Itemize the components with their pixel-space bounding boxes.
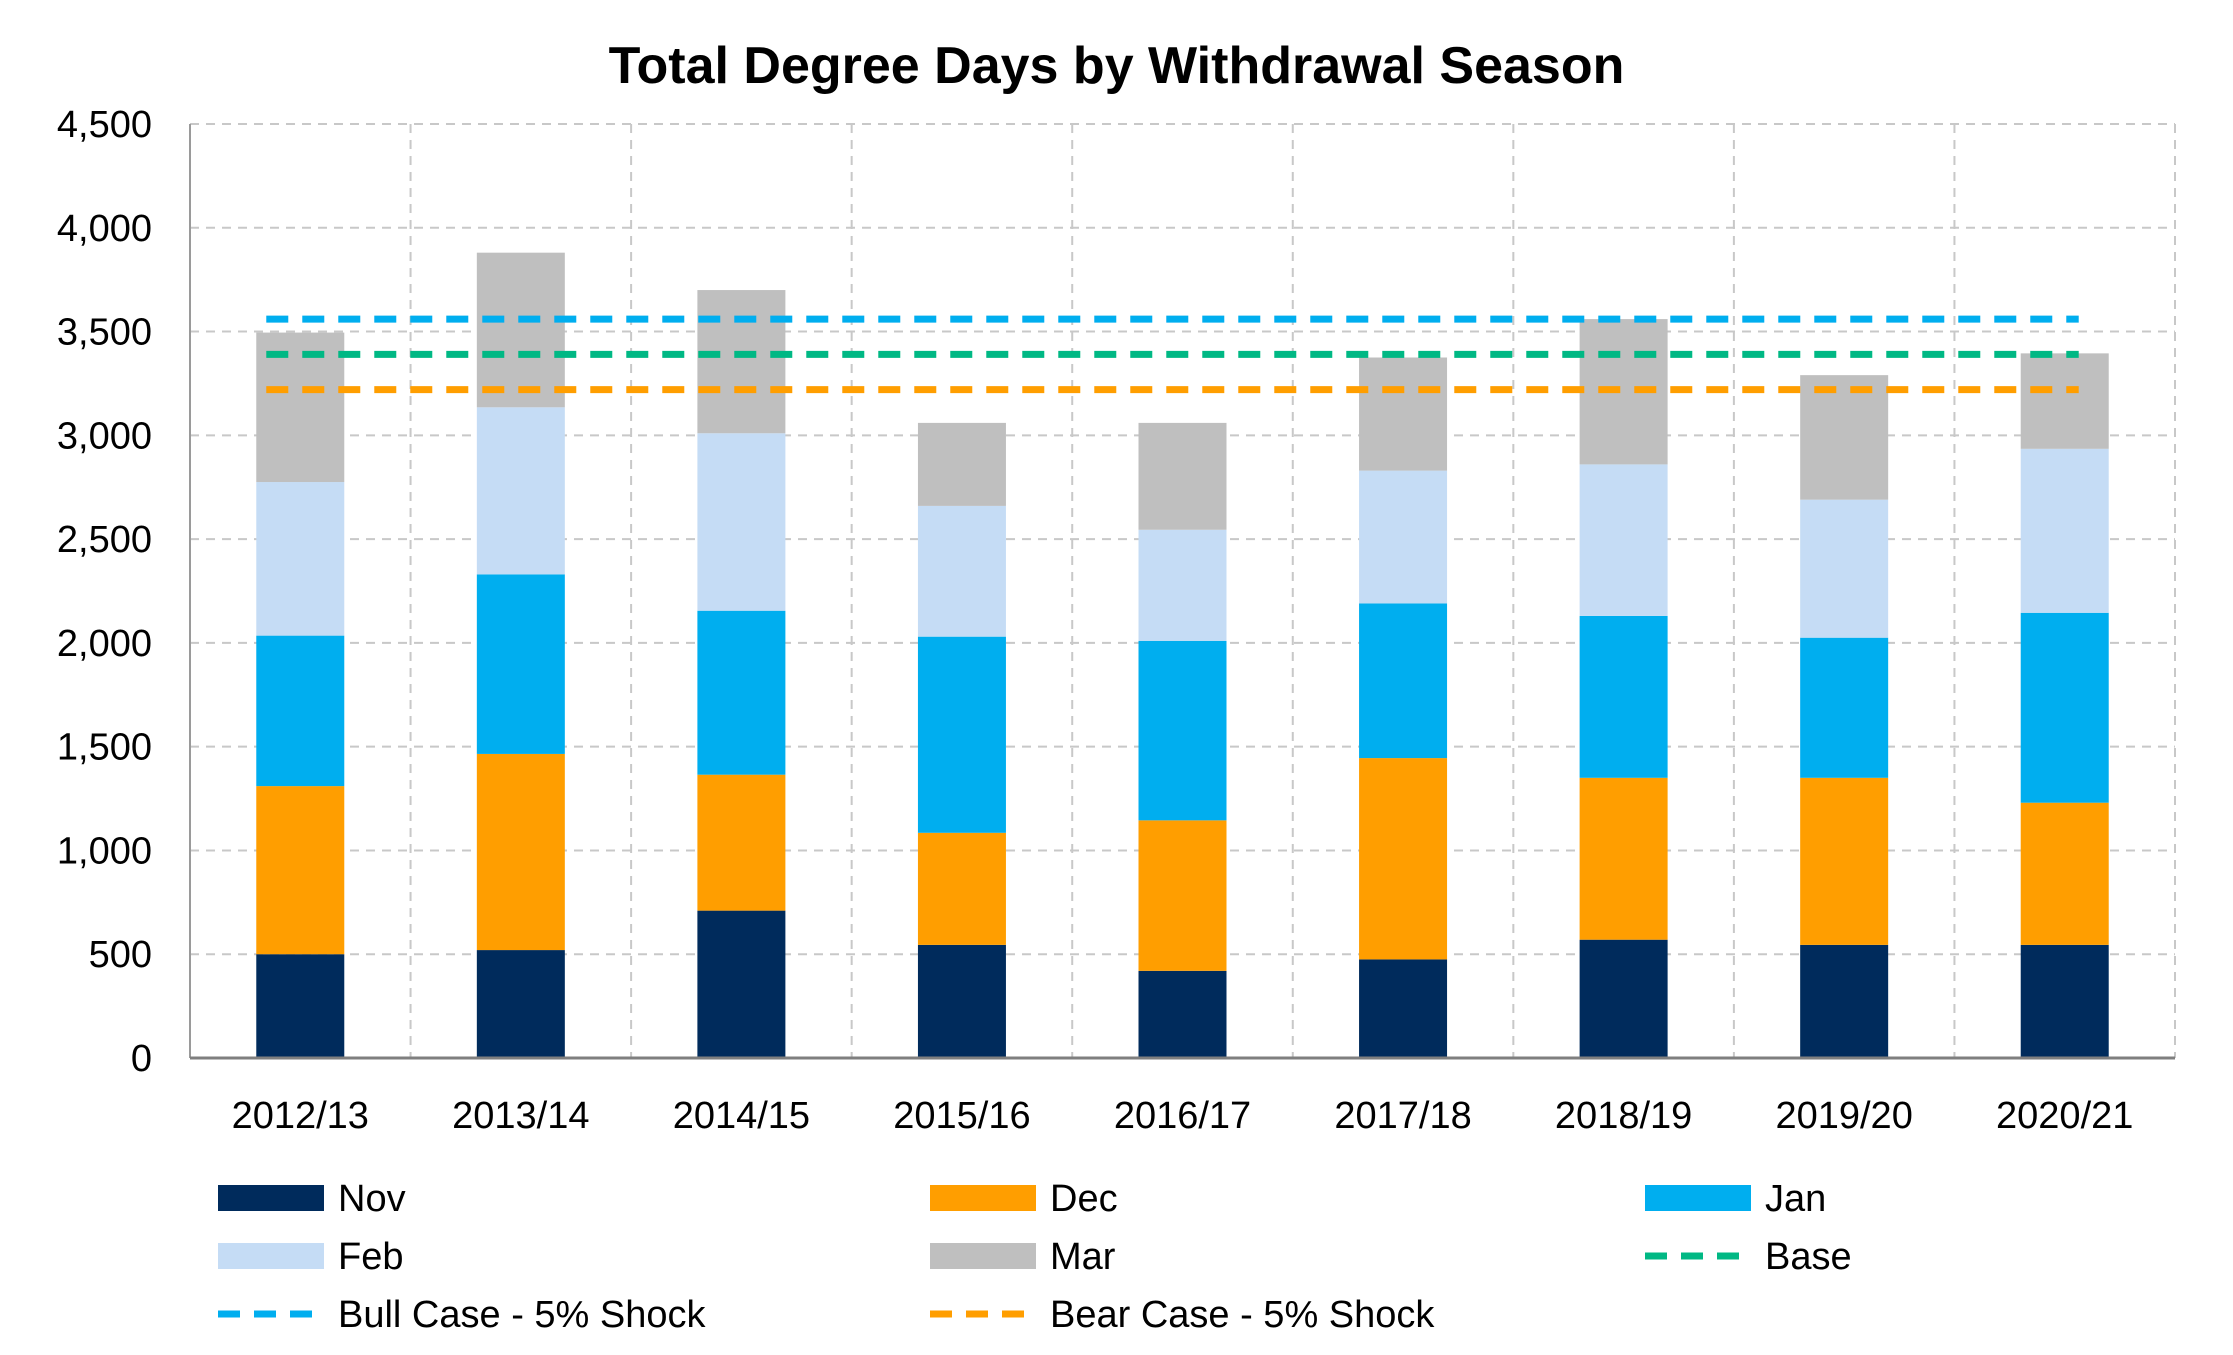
bar-dec-2015-16 bbox=[917, 832, 1006, 945]
bar-jan-2012-13 bbox=[256, 635, 345, 787]
legend-item-feb: Feb bbox=[218, 1236, 403, 1278]
bar-nov-2013-14 bbox=[476, 950, 565, 1058]
x-tick-label: 2020/21 bbox=[1996, 1095, 2133, 1137]
bar-dec-2017-18 bbox=[1359, 758, 1448, 960]
bar-feb-2014-15 bbox=[697, 433, 786, 611]
x-tick-label: 2012/13 bbox=[232, 1095, 369, 1137]
bar-mar-2019-20 bbox=[1800, 375, 1889, 500]
bar-feb-2015-16 bbox=[917, 505, 1006, 637]
x-tick-label: 2016/17 bbox=[1114, 1095, 1251, 1137]
bar-feb-2020-21 bbox=[2020, 448, 2109, 613]
bar-jan-2018-19 bbox=[1579, 615, 1668, 778]
bar-jan-2016-17 bbox=[1138, 640, 1227, 821]
legend-label: Nov bbox=[338, 1178, 406, 1220]
bar-nov-2016-17 bbox=[1138, 970, 1227, 1058]
bar-mar-2014-15 bbox=[697, 290, 786, 434]
legend-swatch bbox=[218, 1185, 324, 1211]
legend-swatch bbox=[930, 1185, 1036, 1211]
legend-label: Bull Case - 5% Shock bbox=[338, 1294, 706, 1336]
legend-swatch bbox=[930, 1243, 1036, 1269]
bar-mar-2017-18 bbox=[1359, 357, 1448, 471]
x-tick-label: 2017/18 bbox=[1334, 1095, 1471, 1137]
bar-dec-2014-15 bbox=[697, 774, 786, 911]
legend: Nov Dec Jan Feb Mar Base Bull Case - 5% Shock B… bbox=[218, 1178, 1852, 1336]
bar-feb-2019-20 bbox=[1800, 499, 1889, 638]
bar-mar-2013-14 bbox=[476, 252, 565, 408]
legend-item-bear-case-5-shock: Bear Case - 5% Shock bbox=[930, 1294, 1435, 1336]
legend-swatch bbox=[1645, 1185, 1751, 1211]
bar-mar-2016-17 bbox=[1138, 422, 1227, 530]
y-tick-label: 1,500 bbox=[57, 727, 152, 769]
x-tick-label: 2013/14 bbox=[452, 1095, 589, 1137]
bar-nov-2015-16 bbox=[917, 944, 1006, 1058]
bar-jan-2015-16 bbox=[917, 636, 1006, 833]
x-tick-label: 2014/15 bbox=[673, 1095, 810, 1137]
bar-feb-2016-17 bbox=[1138, 529, 1227, 641]
chart-title: Total Degree Days by Withdrawal Season bbox=[608, 37, 1625, 95]
bar-dec-2020-21 bbox=[2020, 802, 2109, 945]
bar-jan-2013-14 bbox=[476, 574, 565, 754]
x-tick-label: 2018/19 bbox=[1555, 1095, 1692, 1137]
y-tick-label: 0 bbox=[131, 1038, 152, 1080]
legend-label: Jan bbox=[1765, 1178, 1826, 1220]
legend-label: Mar bbox=[1050, 1236, 1116, 1278]
bars bbox=[256, 252, 2109, 1058]
y-tick-label: 3,000 bbox=[57, 415, 152, 457]
bar-mar-2015-16 bbox=[917, 422, 1006, 506]
bar-dec-2016-17 bbox=[1138, 820, 1227, 971]
bar-nov-2020-21 bbox=[2020, 944, 2109, 1058]
bar-dec-2018-19 bbox=[1579, 777, 1668, 940]
bar-mar-2020-21 bbox=[2020, 353, 2109, 449]
x-tick-label: 2019/20 bbox=[1775, 1095, 1912, 1137]
bar-feb-2017-18 bbox=[1359, 470, 1448, 604]
bar-dec-2019-20 bbox=[1800, 777, 1889, 945]
bar-jan-2014-15 bbox=[697, 610, 786, 775]
bar-nov-2017-18 bbox=[1359, 959, 1448, 1058]
legend-label: Dec bbox=[1050, 1178, 1118, 1220]
y-tick-label: 2,500 bbox=[57, 519, 152, 561]
legend-item-dec: Dec bbox=[930, 1178, 1118, 1220]
bar-feb-2018-19 bbox=[1579, 464, 1668, 616]
legend-item-jan: Jan bbox=[1645, 1178, 1826, 1220]
x-tick-label: 2015/16 bbox=[893, 1095, 1030, 1137]
reference-lines bbox=[266, 315, 2079, 394]
y-tick-label: 3,500 bbox=[57, 312, 152, 354]
bar-nov-2014-15 bbox=[697, 910, 786, 1058]
legend-label: Bear Case - 5% Shock bbox=[1050, 1294, 1435, 1336]
legend-item-mar: Mar bbox=[930, 1236, 1116, 1278]
bar-nov-2012-13 bbox=[256, 954, 345, 1058]
legend-item-nov: Nov bbox=[218, 1178, 406, 1220]
bar-feb-2013-14 bbox=[476, 407, 565, 575]
y-tick-label: 2,000 bbox=[57, 623, 152, 665]
legend-item-bull-case-5-shock: Bull Case - 5% Shock bbox=[218, 1294, 706, 1336]
bar-jan-2017-18 bbox=[1359, 603, 1448, 759]
y-tick-label: 4,500 bbox=[57, 104, 152, 146]
legend-label: Base bbox=[1765, 1236, 1852, 1278]
legend-swatch bbox=[218, 1243, 324, 1269]
y-tick-label: 4,000 bbox=[57, 208, 152, 250]
bar-dec-2013-14 bbox=[476, 753, 565, 951]
y-tick-label: 1,000 bbox=[57, 830, 152, 872]
bar-nov-2018-19 bbox=[1579, 939, 1668, 1058]
y-tick-label: 500 bbox=[89, 934, 152, 976]
bar-nov-2019-20 bbox=[1800, 944, 1889, 1058]
bar-feb-2012-13 bbox=[256, 482, 345, 636]
bar-jan-2020-21 bbox=[2020, 612, 2109, 803]
axes: 0 500 1,000 1,500 2,000 2,500 3,000 3,500 4,000 4… bbox=[57, 104, 2175, 1137]
legend-item-base: Base bbox=[1645, 1236, 1852, 1278]
bar-dec-2012-13 bbox=[256, 786, 345, 955]
legend-label: Feb bbox=[338, 1236, 403, 1278]
bar-jan-2019-20 bbox=[1800, 637, 1889, 778]
